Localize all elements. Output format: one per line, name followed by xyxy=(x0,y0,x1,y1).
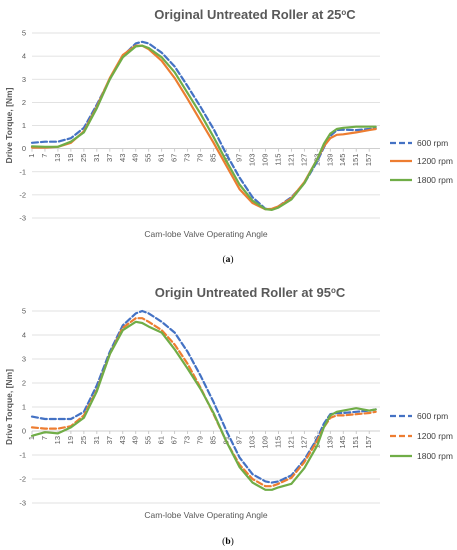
chart-a-svg: Original Untreated Roller at 25oC (a) 5 4… xyxy=(4,7,453,265)
x-tick-label: 67 xyxy=(170,154,179,162)
y-tick-label: -2 xyxy=(19,475,26,484)
x-tick-label: 97 xyxy=(234,154,243,162)
y-tick-label: 0 xyxy=(22,427,26,436)
chart-b-svg: Origin Untreated Roller at 95oC (b) 5432… xyxy=(4,285,453,547)
x-tick-label: 31 xyxy=(92,154,101,162)
x-tick-label: 85 xyxy=(209,154,218,162)
x-tick-label: 7 xyxy=(40,154,49,158)
y-tick-label: 5 xyxy=(22,307,26,316)
x-tick-label: 145 xyxy=(338,436,347,449)
x-tick-label: 127 xyxy=(299,154,308,167)
x-tick-label: 157 xyxy=(364,154,373,167)
legend-label: 600 rpm xyxy=(417,411,448,421)
chart-title: Origin Untreated Roller at 95oC xyxy=(155,285,346,300)
x-tick-label: 7 xyxy=(40,436,49,440)
x-tick-label: 61 xyxy=(157,436,166,444)
x-tick-label: 55 xyxy=(144,436,153,444)
x-tick-label: 79 xyxy=(196,154,205,162)
y-tick-label: -3 xyxy=(19,499,26,508)
x-tick-label: 103 xyxy=(247,154,256,167)
x-tick-label: 43 xyxy=(118,154,127,162)
y-tick-label: 3 xyxy=(22,75,26,84)
legend-label: 1800 rpm xyxy=(417,451,453,461)
x-tick-label: 139 xyxy=(325,154,334,167)
x-tick-label: 31 xyxy=(92,436,101,444)
x-tick-label: 25 xyxy=(79,154,88,162)
x-tick-label: 157 xyxy=(364,436,373,449)
x-tick-label: 103 xyxy=(247,436,256,449)
x-tick-label: 121 xyxy=(286,154,295,167)
x-tick-label: 79 xyxy=(196,436,205,444)
y-tick-label: 1 xyxy=(22,121,26,130)
y-tick-label: -1 xyxy=(19,167,26,176)
y-tick-label: 2 xyxy=(22,98,26,107)
x-tick-label: 151 xyxy=(351,436,360,449)
series-line-1200-rpm xyxy=(30,317,377,488)
series-line-1800-rpm xyxy=(30,320,377,491)
y-tick-label: 4 xyxy=(22,52,26,61)
y-tick-label: 3 xyxy=(22,355,26,364)
x-tick-label: 19 xyxy=(66,436,75,444)
x-tick-label: 121 xyxy=(286,436,295,449)
x-tick-label: 145 xyxy=(338,154,347,167)
x-tick-label: 43 xyxy=(118,436,127,444)
x-tick-label: 127 xyxy=(299,436,308,449)
legend-label: 600 rpm xyxy=(417,138,448,148)
x-axis-label: Cam-lobe Valve Operating Angle xyxy=(144,510,267,520)
x-tick-label: 13 xyxy=(53,436,62,444)
chart-panel-a: Original Untreated Roller at 25oC (a) 5 4… xyxy=(0,0,457,268)
y-tick-label: 0 xyxy=(22,144,26,153)
x-tick-label: 61 xyxy=(157,154,166,162)
x-tick-label: 91 xyxy=(222,154,231,162)
x-tick-label: 37 xyxy=(105,154,114,162)
legend-label: 1200 rpm xyxy=(417,156,453,166)
x-tick-label: 139 xyxy=(325,436,334,449)
x-tick-label: 19 xyxy=(66,154,75,162)
x-tick-label: 97 xyxy=(234,436,243,444)
x-axis-label: Cam-lobe Valve Operating Angle xyxy=(144,229,267,239)
x-tick-label: 13 xyxy=(53,154,62,162)
y-tick-label: -1 xyxy=(19,451,26,460)
x-tick-label: 25 xyxy=(79,436,88,444)
y-axis-label: Drive Torque, [Nm] xyxy=(4,87,14,163)
x-tick-label: 115 xyxy=(273,154,282,166)
y-tick-label: 4 xyxy=(22,331,26,340)
x-tick-label: 115 xyxy=(273,436,282,448)
gridlines xyxy=(32,310,380,504)
chart-title: Original Untreated Roller at 25oC xyxy=(154,7,356,22)
x-tick-label: 49 xyxy=(131,436,140,444)
x-tick-label: 1 xyxy=(27,436,36,440)
x-tick-label: 73 xyxy=(183,154,192,162)
series-line-1800-rpm xyxy=(30,44,377,211)
x-tick-label: 85 xyxy=(209,436,218,444)
legend-label: 1800 rpm xyxy=(417,175,453,185)
chart-caption: (a) xyxy=(222,254,233,265)
x-tick-label: 67 xyxy=(170,436,179,444)
y-tick-label: -2 xyxy=(19,190,26,199)
y-tick-label: 1 xyxy=(22,403,26,412)
x-tick-label: 73 xyxy=(183,436,192,444)
chart-caption: (b) xyxy=(222,536,234,547)
x-tick-label: 109 xyxy=(260,436,269,449)
legend-label: 1200 rpm xyxy=(417,431,453,441)
x-tick-label: 1 xyxy=(27,154,36,158)
x-tick-label: 55 xyxy=(144,154,153,162)
x-tick-label: 109 xyxy=(260,154,269,167)
y-tick-label: -3 xyxy=(19,214,26,223)
y-tick-label: 5 xyxy=(22,29,26,38)
x-tick-label: 37 xyxy=(105,436,114,444)
y-axis-label: Drive Torque, [Nm] xyxy=(4,369,14,445)
y-tick-label: 2 xyxy=(22,379,26,388)
x-tick-label: 151 xyxy=(351,154,360,167)
x-tick-label: 49 xyxy=(131,154,140,162)
